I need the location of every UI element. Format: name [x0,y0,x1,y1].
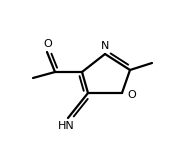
Text: O: O [44,39,52,49]
Text: O: O [127,90,136,100]
Text: N: N [101,41,109,51]
Text: HN: HN [58,121,74,131]
